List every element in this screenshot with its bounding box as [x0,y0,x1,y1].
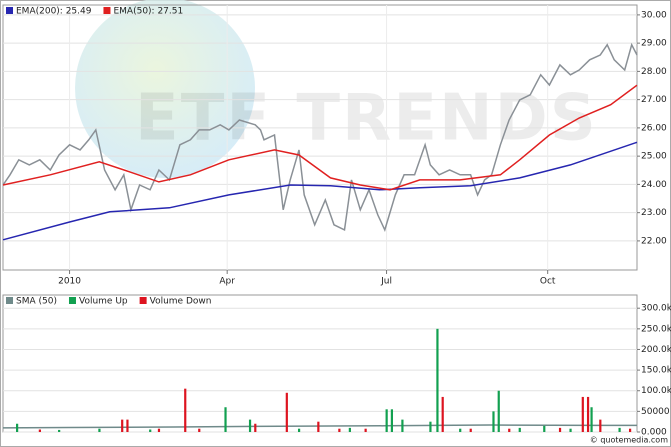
bar [317,421,320,432]
bar [558,427,562,432]
bar [385,409,388,432]
bar [586,396,590,432]
y-tick-label: 300.0k [641,304,671,314]
bar [16,423,19,432]
bar [297,428,301,432]
legend-label: SMA (50) [16,297,57,307]
x-tick-label: Apr [219,277,235,287]
bar [285,392,288,432]
y-tick-label: 200.0k [641,345,671,355]
bar [599,419,602,432]
legend-swatch [68,297,76,304]
line [2,141,638,241]
y-tick-label: 26.00 [641,123,667,133]
y-tick-label: 23.00 [641,208,667,218]
bar [581,396,584,432]
bar [38,429,41,432]
bar [618,427,621,432]
bar [459,428,462,432]
bar [254,423,257,432]
legend-label: Volume Down [150,297,212,307]
bar [98,428,101,432]
y-tick-label: 28.00 [641,67,667,77]
watermark: ETF TRENDS [135,82,598,156]
bar [338,428,341,432]
legend-swatch [6,7,13,14]
bar [121,419,124,432]
line [2,42,638,233]
bar [469,428,472,432]
legend-label: EMA(50): 27.51 [113,7,183,17]
legend-swatch [139,297,147,304]
bar [429,421,432,432]
bar [58,429,61,432]
line [2,84,638,191]
bar [590,407,593,432]
legend-label: Volume Up [79,297,128,307]
bar [628,428,632,432]
bar [149,429,152,432]
bar [436,328,439,432]
bar [198,428,201,432]
y-tick-label: 30.00 [641,10,667,20]
x-tick-label: Oct [540,277,556,287]
bar [364,428,367,432]
legend-swatch [103,7,111,14]
y-tick-label: 150.0k [641,366,671,376]
bar [157,428,161,432]
footer: © quotemedia.com [590,436,668,445]
bar [401,419,404,432]
legend-label: EMA(200): 25.49 [16,7,92,17]
y-tick-label: 22.00 [641,236,667,246]
y-tick-label: 50000 [641,407,670,417]
y-tick-label: 27.00 [641,95,667,105]
bar [569,428,572,432]
bar [518,427,521,432]
bar [248,419,252,432]
price-panel [2,4,638,271]
legend-swatch [6,297,13,304]
y-tick-label: 29.00 [641,39,667,49]
bar [390,409,394,432]
line [2,424,637,429]
bar [508,428,511,432]
x-tick-label: Jul [380,277,392,287]
bar [184,388,187,432]
y-tick-label: 250.0k [641,324,671,334]
y-tick-label: 25.00 [641,152,667,162]
x-tick-label: 2010 [58,277,81,287]
bar [543,425,546,432]
y-tick-label: 100.0k [641,386,671,396]
bar [224,407,227,432]
y-tick-label: 0.000 [641,428,667,438]
bar [126,419,129,432]
bar [497,390,500,432]
bar [348,427,351,432]
y-tick-label: 24.00 [641,180,667,190]
bar [492,411,495,432]
bar [441,396,444,432]
watermark-logo [75,0,255,178]
